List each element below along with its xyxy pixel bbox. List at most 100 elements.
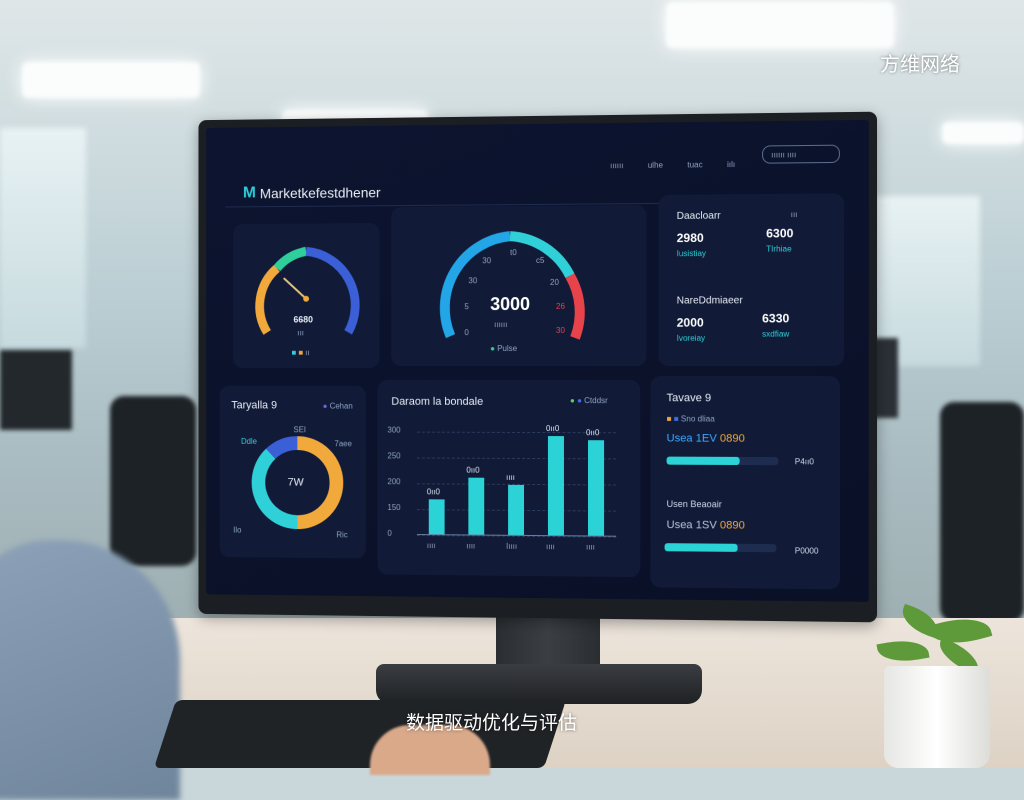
brand: M Marketkefestdhener xyxy=(243,183,381,202)
person-shoulder xyxy=(0,540,180,800)
brand-name: Marketkefestdhener xyxy=(259,184,381,202)
brand-logo: M xyxy=(242,184,256,202)
ceiling-light xyxy=(942,122,1024,144)
stats-corner: ııı xyxy=(790,209,798,220)
bar-value-label: 0ıı0 xyxy=(586,427,600,437)
donut-slice xyxy=(271,443,298,454)
y-tick-label: 0 xyxy=(387,528,392,538)
big-gauge-panel: 3000 ıııııı 0 5 30 30 t0 c5 20 26 30 ● P… xyxy=(391,205,647,367)
progress-title: Tavave 9 xyxy=(666,392,712,405)
gauge-value: 6680 xyxy=(293,314,313,325)
gauge-tick: 26 xyxy=(555,301,565,311)
gauge-arc-green xyxy=(277,251,306,268)
ceiling-light xyxy=(22,62,200,98)
gauge-tick: 20 xyxy=(549,277,559,287)
x-tick-label: ıııı xyxy=(466,541,476,551)
progress-bar xyxy=(666,456,779,466)
bar xyxy=(508,484,525,535)
donut-label: Ric xyxy=(336,530,348,540)
big-gauge xyxy=(391,205,646,366)
bar-legend: ● ● Ctddsr xyxy=(569,396,608,406)
donut-title: Taryalla 9 xyxy=(231,399,277,412)
y-axis: 0 150 200 250 300 xyxy=(387,426,413,538)
bar-value-label: ıııı xyxy=(506,472,515,482)
nav-item[interactable]: ıııııı xyxy=(610,161,624,171)
y-tick-label: 300 xyxy=(387,425,401,435)
donut-panel: Taryalla 9 ● Cehan 7W Ddle SEI 7aee Ilo … xyxy=(219,385,366,559)
progress-legend: ■ ■ Sno dliaa xyxy=(666,414,715,424)
nav-item[interactable]: tuac xyxy=(687,160,703,170)
progress-value: P0000 xyxy=(794,546,819,556)
gauge-panel: 6680 ııı ■ ■ ıı xyxy=(233,223,380,368)
caption: 数据驱动优化与评估 xyxy=(406,713,578,734)
donut-label: Ddle xyxy=(241,436,257,446)
header-button[interactable]: ıııııı ıııı xyxy=(762,144,840,164)
bar-chart-panel: Daraom la bondale ● ● Ctddsr 0ıı0 0ıı0 ııı… xyxy=(377,379,641,578)
stat-value: 2000 xyxy=(676,315,704,330)
stats-title: Daacloarr xyxy=(676,210,721,222)
gridline xyxy=(416,535,617,538)
gauge-sub: ıııııı xyxy=(494,320,508,330)
x-axis: ıııı ıııı Iıııı ıııı ıııı xyxy=(417,541,616,555)
nav-item[interactable]: ulhe xyxy=(647,160,664,170)
stat-value: 6300 xyxy=(766,226,794,241)
progress-subtitle: Usen Beaoair xyxy=(666,498,722,510)
gauge-arc-orange xyxy=(260,268,277,332)
office-chair xyxy=(110,396,196,566)
bar-value-label: 0ıı0 xyxy=(545,424,560,434)
stat-label: TIrhiae xyxy=(766,244,792,254)
donut-label: SEI xyxy=(293,425,307,435)
bar xyxy=(468,477,485,535)
window xyxy=(870,196,980,366)
office-chair xyxy=(940,402,1024,622)
donut-legend: ● Cehan xyxy=(322,401,353,411)
gauge-legend: ● Pulse xyxy=(490,344,518,354)
background-monitor xyxy=(0,350,72,430)
stat-value: 2980 xyxy=(676,230,704,246)
progress-row-label: Usea 1EV 0890 xyxy=(666,432,745,445)
gauge-tick: 30 xyxy=(468,276,478,286)
monitor-base xyxy=(376,664,702,704)
stat-label: Ivoreiay xyxy=(676,333,706,343)
gauge-value: 3000 xyxy=(490,294,531,315)
bar xyxy=(588,439,605,536)
bar-plot: 0ıı0 0ıı0 ıııı 0ıı0 0ıı0 xyxy=(416,424,617,538)
x-tick-label: Iıııı xyxy=(506,541,518,551)
watermark: 方维网络 xyxy=(880,54,960,76)
donut-label: 7aee xyxy=(334,439,352,449)
monitor: M Marketkefestdhener ıııııı ulhe tuac iı… xyxy=(198,111,878,623)
bar xyxy=(428,499,445,535)
donut-center: 7W xyxy=(287,476,304,489)
bar-value-label: 0ıı0 xyxy=(426,487,440,497)
top-nav: ıııııı ulhe tuac iılı xyxy=(610,160,735,170)
progress-bar xyxy=(664,543,777,553)
plant-pot xyxy=(884,666,990,768)
gauge-tick: 30 xyxy=(482,256,492,266)
donut-label: Ilo xyxy=(233,525,242,535)
bar-chart-title: Daraom la bondale xyxy=(391,395,484,408)
gauge-tick: 0 xyxy=(464,328,469,338)
x-tick-label: ıııı xyxy=(586,542,595,552)
gridline xyxy=(416,457,617,460)
gauge-label: ııı xyxy=(297,328,304,338)
progress-value: P4ıı0 xyxy=(794,457,814,467)
gauge-arc-blue xyxy=(306,251,355,332)
y-tick-label: 250 xyxy=(387,451,401,461)
y-tick-label: 200 xyxy=(387,477,401,487)
stats-panel: Daacloarr ııı 2980 Iusistiay 6300 TIrhia… xyxy=(658,193,845,366)
gauge-tick: t0 xyxy=(510,248,517,258)
bar xyxy=(547,436,564,536)
x-tick-label: ıııı xyxy=(545,542,555,552)
gauge-arc-red xyxy=(570,276,580,338)
window xyxy=(0,128,86,348)
gauge-hub xyxy=(303,295,310,302)
stat-label: Iusistiay xyxy=(676,248,706,259)
stats-title: NareDdmiaeer xyxy=(676,295,743,307)
gauge-legend: ■ ■ ıı xyxy=(291,348,310,358)
nav-item[interactable]: iılı xyxy=(727,159,736,170)
dashboard-screen: M Marketkefestdhener ıııııı ulhe tuac iı… xyxy=(206,119,869,602)
gauge-tick: 30 xyxy=(555,325,565,335)
stat-value: 6330 xyxy=(762,311,790,326)
gauge-tick: 5 xyxy=(464,302,469,312)
stat-label: sxdfiaw xyxy=(762,329,790,339)
